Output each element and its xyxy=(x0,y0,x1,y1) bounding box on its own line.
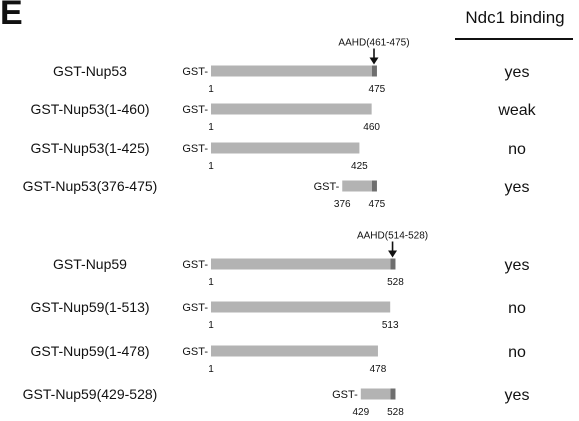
start-residue-label: 429 xyxy=(352,407,369,418)
end-residue-label: 475 xyxy=(369,84,386,95)
binding-result: yes xyxy=(505,64,530,81)
aahd-domain-segment xyxy=(390,258,396,270)
header-underline xyxy=(455,38,573,40)
protein-bar xyxy=(211,142,360,154)
start-residue-label: 1 xyxy=(208,161,214,172)
start-residue-label: 1 xyxy=(208,84,214,95)
construct-name: GST-Nup53(376-475) xyxy=(23,178,158,194)
binding-result: yes xyxy=(505,257,530,274)
aahd-annotation-label: AAHD(514-528) xyxy=(357,231,428,242)
protein-bar xyxy=(211,301,391,313)
gst-tag-label: GST- xyxy=(182,104,208,116)
binding-result: yes xyxy=(505,179,530,196)
construct-name: GST-Nup53(1-425) xyxy=(30,140,149,156)
construct-name: GST-Nup53 xyxy=(53,63,127,79)
aahd-domain-segment xyxy=(390,388,396,400)
protein-bar xyxy=(211,65,377,77)
construct-name: GST-Nup59(429-528) xyxy=(23,386,158,402)
construct-name: GST-Nup59(1-478) xyxy=(30,343,149,359)
gst-tag-label: GST- xyxy=(182,302,208,314)
aahd-domain-segment xyxy=(372,65,377,77)
gst-tag-label: GST- xyxy=(182,143,208,155)
aahd-arrow-head-icon xyxy=(388,250,398,258)
protein-bar xyxy=(211,103,372,115)
end-residue-label: 475 xyxy=(369,199,386,210)
end-residue-label: 425 xyxy=(351,161,368,172)
gst-tag-label: GST- xyxy=(314,181,340,193)
end-residue-label: 460 xyxy=(363,122,380,133)
construct-name: GST-Nup59 xyxy=(53,256,127,272)
start-residue-label: 1 xyxy=(208,277,214,288)
binding-result: no xyxy=(508,300,526,317)
end-residue-label: 528 xyxy=(387,277,404,288)
construct-name: GST-Nup53(1-460) xyxy=(30,101,149,117)
aahd-annotation-label: AAHD(461-475) xyxy=(338,38,409,49)
binding-result: yes xyxy=(505,387,530,404)
start-residue-label: 1 xyxy=(208,122,214,133)
aahd-domain-segment xyxy=(372,180,377,192)
protein-bar xyxy=(342,180,377,192)
binding-result: no xyxy=(508,344,526,361)
protein-bar xyxy=(360,388,396,400)
gst-tag-label: GST- xyxy=(182,66,208,78)
ndc1-binding-header: Ndc1 binding xyxy=(465,8,565,27)
start-residue-label: 1 xyxy=(208,320,214,331)
gst-tag-label: GST- xyxy=(182,346,208,358)
panel-letter: E xyxy=(0,0,23,32)
construct-name: GST-Nup59(1-513) xyxy=(30,299,149,315)
aahd-arrow-head-icon xyxy=(369,57,379,65)
gst-tag-label: GST- xyxy=(182,259,208,271)
protein-bar xyxy=(211,258,396,270)
start-residue-label: 1 xyxy=(208,364,214,375)
binding-result: no xyxy=(508,141,526,158)
gst-tag-label: GST- xyxy=(332,389,358,401)
protein-bar xyxy=(211,345,378,357)
end-residue-label: 528 xyxy=(387,407,404,418)
end-residue-label: 513 xyxy=(382,320,399,331)
start-residue-label: 376 xyxy=(334,199,351,210)
end-residue-label: 478 xyxy=(370,364,387,375)
binding-result: weak xyxy=(497,102,536,119)
